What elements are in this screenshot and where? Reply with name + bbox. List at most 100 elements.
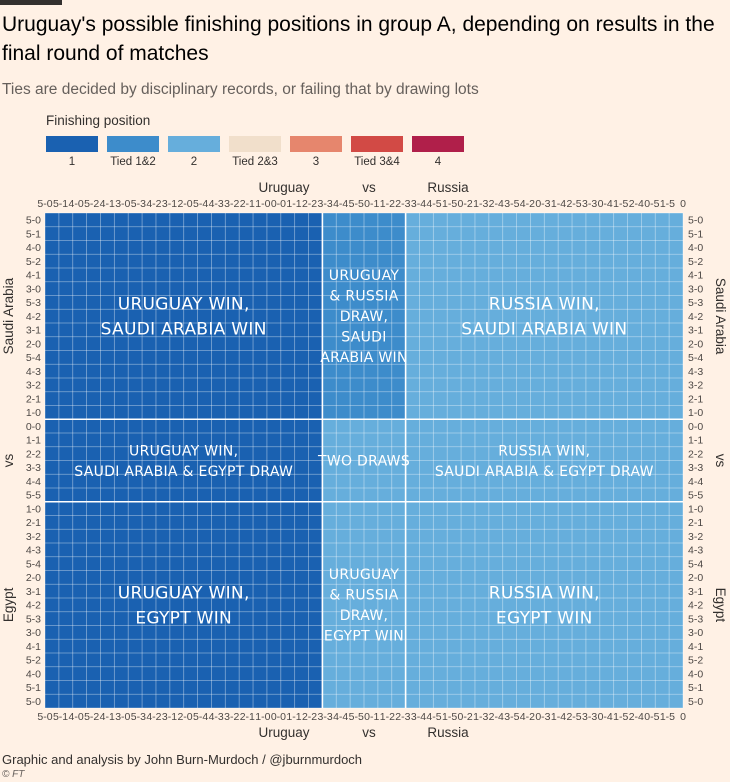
region-label: URUGUAY WIN, SAUDI ARABIA WIN [101,295,267,340]
y-tick-right: 0-0 [688,421,703,433]
region-label-line: DRAW, [340,608,389,624]
x-tick-top: 1-2 [380,198,395,210]
legend-swatch [412,136,464,152]
y-tick-left: 5-4 [26,352,41,364]
heatmap-region [405,419,683,502]
legend-swatch [290,136,342,152]
x-tick-bottom: 4-3 [209,711,224,723]
x-tick-bottom: 3-5 [504,711,519,723]
x-tick-bottom: 5-5 [349,711,364,723]
region-label-line: & RUSSIA [329,289,398,305]
region-label-line: SAUDI [341,330,386,346]
region-label-line: URUGUAY WIN, [129,443,238,459]
x-tick-top: 1-4 [551,198,566,210]
y-tick-left: 4-0 [26,242,41,254]
y-tick-left: 5-2 [26,655,41,667]
x-tick-top: 4-4 [333,198,348,210]
legend-item: 3 [290,136,344,168]
x-tick-top: 3-3 [318,198,333,210]
x-tick-top: 5-3 [131,198,146,210]
y-tick-left: 5-5 [26,490,41,502]
y-tick-right: 4-2 [688,311,703,323]
legend-swatch [351,136,403,152]
x-tick-bottom: 1-0 [255,711,270,723]
x-tick-bottom: 4-1 [100,711,115,723]
y-tick-right: 2-1 [688,517,703,529]
x-tick-top: 2-4 [489,198,504,210]
y-tick-left: 4-4 [26,476,41,488]
y-tick-right: 3-2 [688,380,703,392]
y-tick-left: 1-0 [26,407,41,419]
x-tick-bottom: 4-0 [69,711,84,723]
y-tick-left: 5-3 [26,297,41,309]
region-label: RUSSIA WIN, SAUDI ARABIA & EGYPT DRAW [435,443,654,480]
x-tick-top: 4-2 [146,198,161,210]
x-tick-top: 2-5 [566,198,581,210]
y-tick-right: 5-5 [688,490,703,502]
y-tick-left: 3-0 [26,283,41,295]
x-tick-bottom: 1-3 [473,711,488,723]
legend-swatch [168,136,220,152]
legend-item: 2 [168,136,222,168]
x-tick-bottom: 2-2 [302,711,317,723]
region-label-line: SAUDI ARABIA & EGYPT DRAW [435,464,654,480]
y-axis-label-right: Saudi Arabia [713,278,728,355]
x-tick-bottom: 5-3 [131,711,146,723]
region-label-line: EGYPT WIN [496,608,593,628]
x-tick-bottom: 2-3 [395,711,410,723]
x-tick-bottom: 4-4 [333,711,348,723]
region-label: URUGUAY WIN, SAUDI ARABIA & EGYPT DRAW [74,443,293,480]
legend-label: 4 [434,156,442,168]
x-tick-top: 5-4 [193,198,208,210]
y-tick-left: 2-0 [26,572,41,584]
x-tick-bottom: 5-0 [37,711,52,723]
y-tick-left: 3-2 [26,531,41,543]
y-tick-right: 1-0 [688,407,703,419]
x-tick-top: 2-0 [177,198,192,210]
x-tick-top: 3-0 [115,198,130,210]
x-tick-bottom: 0-1 [364,711,379,723]
x-tick-bottom: 3-1 [162,711,177,723]
legend-label: Tied 1&2 [110,156,156,168]
legend-item: Tied 1&2 [107,136,161,168]
x-tick-top: 3-5 [504,198,519,210]
x-tick-top: 2-3 [395,198,410,210]
region-label-line: & RUSSIA [329,588,398,604]
y-tick-left: 4-3 [26,545,41,557]
region-label-line: RUSSIA WIN, [489,583,600,603]
y-tick-right: 4-2 [688,600,703,612]
y-tick-left: 3-0 [26,627,41,639]
x-tick-top: 0-0 [271,198,286,210]
x-tick-bottom: 5-1 [53,711,68,723]
x-tick-bottom: 1-2 [380,711,395,723]
x-tick-top: 5-0 [37,198,52,210]
region-label-line: ARABIA WIN [320,350,408,366]
x-axis-label-bottom: vs [362,725,376,740]
x-tick-bottom: 4-2 [146,711,161,723]
region-label-line: RUSSIA WIN, [489,295,600,315]
x-tick-top: 2-1 [240,198,255,210]
region-label: URUGUAY & RUSSIA DRAW, EGYPT WIN [324,567,404,645]
x-tick-top: 0-3 [535,198,550,210]
heatmap-region [45,419,323,502]
x-tick-bottom: 4-2 [520,711,535,723]
y-tick-right: 3-2 [688,531,703,543]
y-tick-right: 3-1 [688,325,703,337]
legend-item: 4 [412,136,466,168]
x-tick-bottom: 0-3 [535,711,550,723]
y-tick-left: 3-1 [26,586,41,598]
heatmap-region [322,213,406,420]
x-tick-top: 1-5 [613,198,628,210]
x-tick-top: 3-3 [582,198,597,210]
y-tick-right: 5-0 [688,696,703,708]
y-tick-right: 3-0 [688,627,703,639]
x-tick-bottom: 5-2 [84,711,99,723]
x-tick-bottom: 2-4 [489,711,504,723]
x-tick-top: 5-2 [84,198,99,210]
y-tick-right: 5-1 [688,228,703,240]
ft-copyright: © FT [2,769,25,780]
y-tick-left: 3-2 [26,380,41,392]
y-tick-right: 1-1 [688,435,703,447]
y-tick-right: 5-3 [688,297,703,309]
x-tick-top: 1-5 [442,198,457,210]
